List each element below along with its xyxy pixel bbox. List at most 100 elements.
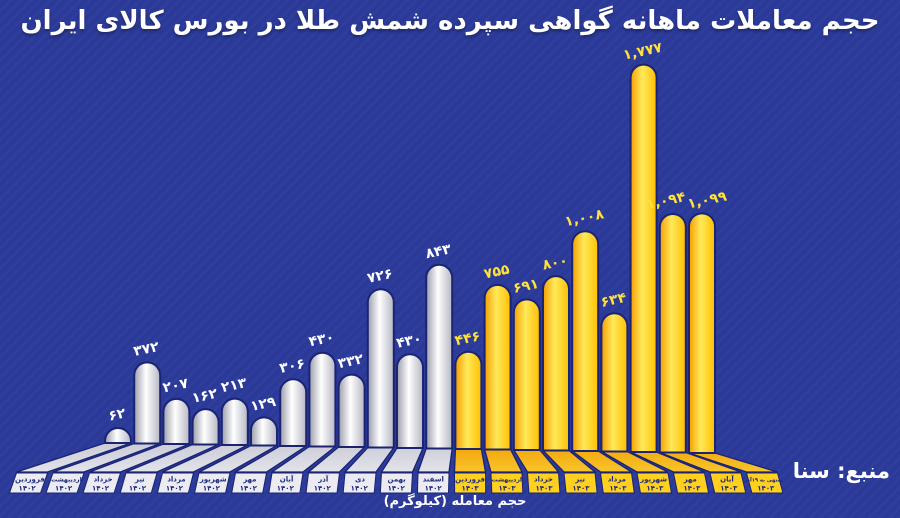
bar-value-label: ۳۰۶	[278, 356, 306, 377]
bar	[512, 298, 541, 451]
month-box	[636, 472, 673, 494]
month-box	[8, 472, 49, 494]
month-box	[490, 472, 524, 494]
month-name-label: فروردین	[15, 476, 45, 484]
month-year-label: ۱۴۰۳	[535, 485, 553, 493]
month-name-label: تیر	[134, 476, 145, 484]
month-box	[45, 472, 85, 494]
bar-value-label: ۷۲۶	[366, 266, 394, 287]
month-name-label: شهریور	[639, 476, 667, 484]
month-year-label: ۱۴۰۲	[425, 485, 443, 493]
bar-value-label: ۸۴۳	[424, 241, 453, 262]
month-box	[453, 472, 487, 494]
bar	[483, 283, 512, 451]
month-name-label: دی	[355, 476, 365, 484]
month-box	[599, 472, 635, 494]
bar-value-label: ۳۷۲	[132, 339, 161, 360]
bar	[425, 263, 454, 450]
month-box	[156, 472, 195, 494]
month-name-label: تیر	[574, 476, 585, 484]
bar-value-label: ۸۰۰	[541, 253, 569, 274]
month-name-label: منتهی به ۱۹آذر	[743, 476, 783, 484]
month-name-label: اردیبهشت	[491, 477, 522, 484]
month-box	[342, 472, 377, 494]
bar	[396, 353, 424, 449]
bar-value-label: ۲۰۷	[161, 375, 190, 396]
month-name-label: مرداد	[167, 476, 185, 484]
month-box	[193, 472, 231, 494]
month-year-label: ۱۴۰۳	[720, 485, 738, 493]
bar-value-label: ۷۵۵	[483, 261, 512, 282]
month-year-label: ۱۴۰۳	[757, 485, 775, 493]
month-year-label: ۱۴۰۲	[277, 485, 295, 493]
month-name-label: مهر	[242, 476, 256, 484]
bar	[629, 63, 658, 453]
month-box	[82, 472, 122, 494]
month-year-label: ۱۴۰۲	[203, 485, 221, 493]
bar-value-label: ۱,۷۷۷	[622, 40, 664, 64]
month-name-label: فروردین	[455, 476, 485, 484]
bar-value-label: ۶۳۴	[599, 290, 628, 311]
bar-value-label: ۱,۰۰۸	[563, 206, 605, 230]
month-year-label: ۱۴۰۲	[351, 485, 369, 493]
bar	[600, 312, 629, 453]
month-year-label: ۱۴۰۲	[19, 485, 37, 493]
bar	[162, 397, 191, 445]
month-year-label: ۱۴۰۲	[166, 485, 184, 493]
bar	[571, 230, 600, 452]
bar	[688, 212, 716, 454]
month-year-label: ۱۴۰۲	[129, 485, 147, 493]
bar-value-label: ۴۳۰	[307, 329, 335, 350]
bar	[454, 350, 483, 450]
month-name-label: آبان	[280, 475, 294, 484]
bar	[337, 373, 366, 448]
month-year-label: ۱۴۰۳	[609, 485, 627, 493]
month-name-label: مهر	[683, 476, 697, 484]
month-box	[119, 472, 158, 494]
bar-value-label: ۶۲	[107, 405, 127, 424]
month-year-label: ۱۴۰۲	[240, 485, 258, 493]
month-year-label: ۱۴۰۳	[572, 485, 590, 493]
bar	[279, 378, 308, 447]
bar	[104, 427, 132, 444]
month-year-label: ۱۴۰۳	[646, 485, 664, 493]
month-box	[379, 472, 414, 494]
bar-value-label: ۴۳۰	[395, 331, 423, 352]
month-name-label: بهمن	[388, 476, 407, 484]
bar	[250, 416, 278, 447]
month-year-label: ۱۴۰۳	[462, 485, 480, 493]
bar	[542, 275, 570, 452]
month-box	[416, 472, 450, 494]
month-box	[268, 472, 304, 494]
bar-value-label: ۳۳۲	[337, 351, 366, 372]
month-name-label: مرداد	[608, 476, 626, 484]
month-name-label: خرداد	[94, 476, 113, 484]
month-name-label: آذر	[317, 475, 329, 484]
x-axis-unit-label: حجم معامله (کیلوگرم)	[383, 494, 527, 509]
month-box	[231, 472, 268, 494]
month-box	[745, 472, 784, 494]
bar	[308, 351, 337, 448]
bar-value-label: ۱۲۹	[249, 394, 278, 415]
bar-value-label: ۱,۰۹۹	[686, 188, 728, 212]
floor-strip	[417, 447, 453, 473]
bar-value-label: ۱۶۲	[191, 386, 220, 407]
month-box	[305, 472, 341, 494]
bar	[191, 408, 220, 446]
bar-value-label: ۲۱۳	[220, 375, 249, 396]
month-box	[563, 472, 598, 494]
month-box	[672, 472, 710, 494]
month-box	[709, 472, 747, 494]
month-name-label: شهریور	[199, 476, 227, 484]
bar-value-label: ۴۴۶	[453, 328, 481, 349]
source-credit: منبع: سنا	[792, 459, 890, 483]
chart-title: حجم معاملات ماهانه گواهی سپرده شمش طلا د…	[20, 6, 880, 36]
month-year-label: ۱۴۰۲	[314, 485, 332, 493]
month-year-label: ۱۴۰۲	[388, 485, 406, 493]
month-box	[526, 472, 561, 494]
month-name-label: آبان	[720, 475, 734, 484]
bar	[220, 397, 249, 446]
